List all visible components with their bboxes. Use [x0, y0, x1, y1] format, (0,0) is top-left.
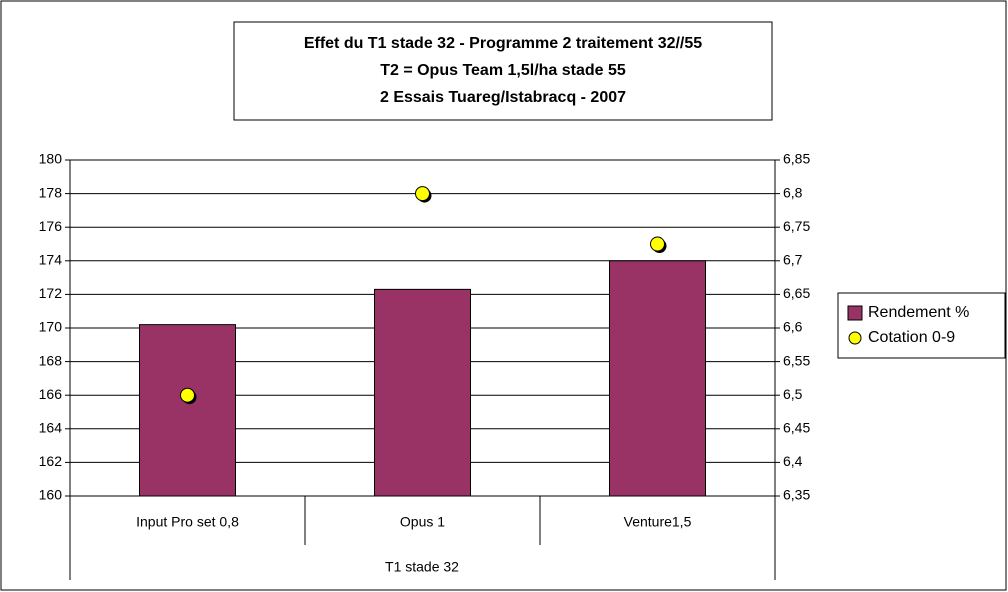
title-box — [233, 21, 773, 121]
marker — [415, 186, 430, 202]
marker — [180, 387, 195, 403]
y-tick-label: 162 — [39, 453, 63, 469]
y-tick-label: 160 — [39, 487, 63, 503]
y-tick-label: 168 — [39, 352, 63, 368]
x-tick-label: Input Pro set 0,8 — [136, 514, 239, 530]
y2-tick-label: 6,85 — [783, 151, 810, 167]
bar — [374, 288, 471, 497]
legend-box — [837, 292, 1006, 359]
legend-label: Rendement % — [868, 304, 969, 321]
y-tick-label: 178 — [39, 184, 63, 200]
y2-tick-label: 6,65 — [783, 285, 810, 301]
chart-title: 2 Essais Tuareg/Istabracq - 2007 — [380, 89, 626, 106]
bar — [609, 260, 706, 497]
chart-title: Effet du T1 stade 32 - Programme 2 trait… — [304, 35, 702, 52]
x-tick-label: Venture1,5 — [624, 514, 692, 530]
y-tick-label: 176 — [39, 218, 63, 234]
y2-tick-label: 6,5 — [783, 386, 803, 402]
x-tick-label: Opus 1 — [400, 514, 445, 530]
y-tick-label: 166 — [39, 386, 63, 402]
y2-tick-label: 6,6 — [783, 319, 803, 335]
legend-marker — [848, 331, 862, 345]
y-tick-label: 174 — [39, 252, 63, 268]
y2-tick-label: 6,4 — [783, 453, 803, 469]
bar — [139, 324, 236, 497]
y2-tick-label: 6,55 — [783, 352, 810, 368]
y-tick-label: 172 — [39, 285, 63, 301]
marker — [650, 236, 665, 252]
legend-label: Cotation 0-9 — [868, 329, 955, 346]
y2-tick-label: 6,45 — [783, 420, 810, 436]
y2-tick-label: 6,35 — [783, 487, 810, 503]
y2-tick-label: 6,8 — [783, 184, 803, 200]
y-tick-label: 170 — [39, 319, 63, 335]
y-tick-label: 180 — [39, 151, 63, 167]
x-axis-label: T1 stade 32 — [385, 559, 459, 575]
chart-title: T2 = Opus Team 1,5l/ha stade 55 — [380, 62, 626, 79]
y2-tick-label: 6,7 — [783, 252, 803, 268]
y2-tick-label: 6,75 — [783, 218, 810, 234]
y-tick-label: 164 — [39, 420, 63, 436]
legend-swatch — [847, 305, 863, 321]
